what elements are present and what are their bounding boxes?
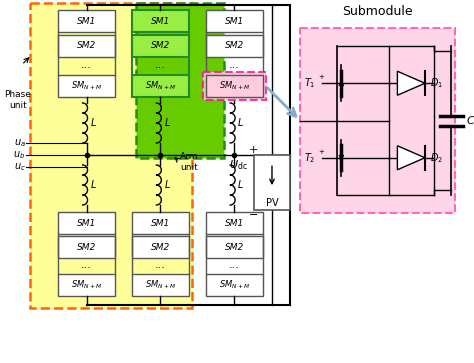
Text: SM2: SM2 (151, 41, 170, 50)
Bar (206, 212, 263, 234)
Text: SM1: SM1 (151, 16, 170, 25)
Text: SM1: SM1 (225, 219, 244, 228)
Text: $T_1$: $T_1$ (304, 76, 316, 90)
Text: SM$_{N+M}$: SM$_{N+M}$ (145, 80, 176, 92)
Text: ···: ··· (155, 263, 166, 273)
Text: SM1: SM1 (77, 16, 96, 25)
Text: −: − (249, 210, 258, 220)
Text: SM2: SM2 (225, 242, 244, 252)
Text: +: + (249, 145, 258, 155)
Bar (206, 236, 263, 258)
Text: SM$_{N+M}$: SM$_{N+M}$ (71, 80, 102, 92)
Text: SM$_{N+M}$: SM$_{N+M}$ (219, 80, 250, 92)
Bar (58, 212, 115, 234)
Bar (206, 75, 263, 97)
Text: L: L (238, 118, 244, 128)
Text: $u_a$: $u_a$ (14, 137, 26, 149)
Bar (132, 236, 189, 258)
Text: $U_{\rm dc}$: $U_{\rm dc}$ (229, 158, 248, 172)
Text: $u_c$: $u_c$ (14, 161, 26, 173)
Text: ···: ··· (228, 63, 239, 73)
Bar (202, 72, 265, 100)
Bar (58, 274, 115, 296)
Polygon shape (397, 146, 425, 170)
Text: +: + (319, 149, 325, 155)
Text: Submodule: Submodule (342, 5, 413, 18)
Bar (206, 274, 263, 296)
Text: ···: ··· (81, 263, 92, 273)
Text: Phase
unit: Phase unit (4, 90, 31, 110)
Bar (132, 75, 189, 97)
Bar (254, 155, 290, 210)
Text: ···: ··· (81, 63, 92, 73)
Text: ···: ··· (155, 63, 166, 73)
Text: Arm
unit: Arm unit (180, 152, 199, 172)
Text: SM2: SM2 (225, 41, 244, 50)
Text: ···: ··· (228, 263, 239, 273)
Bar (132, 274, 189, 296)
Bar (58, 10, 115, 32)
Bar (58, 35, 115, 57)
Text: $T_2$: $T_2$ (304, 151, 316, 165)
Text: C: C (466, 115, 474, 126)
Text: L: L (164, 180, 170, 190)
Text: L: L (164, 118, 170, 128)
Polygon shape (397, 71, 425, 95)
Text: L: L (238, 180, 244, 190)
Bar (58, 236, 115, 258)
Bar (206, 10, 263, 32)
Text: SM2: SM2 (77, 41, 96, 50)
Bar (132, 212, 189, 234)
Text: SM$_{N+M}$: SM$_{N+M}$ (219, 279, 250, 291)
Text: SM2: SM2 (77, 242, 96, 252)
Text: PV: PV (265, 199, 278, 208)
Bar (206, 75, 263, 97)
Bar (132, 10, 189, 32)
Bar (136, 3, 224, 158)
Text: +: + (319, 74, 325, 80)
Text: L: L (91, 118, 96, 128)
Text: SM1: SM1 (151, 219, 170, 228)
Text: $D_2$: $D_2$ (430, 151, 443, 165)
Text: SM$_{N+M}$: SM$_{N+M}$ (71, 279, 102, 291)
Text: $u_b$: $u_b$ (13, 149, 26, 161)
Text: SM2: SM2 (151, 242, 170, 252)
Bar (206, 35, 263, 57)
Text: SM1: SM1 (77, 219, 96, 228)
Bar (132, 35, 189, 57)
Text: SM$_{N+M}$: SM$_{N+M}$ (219, 80, 250, 92)
Text: SM$_{N+M}$: SM$_{N+M}$ (145, 279, 176, 291)
Bar (58, 75, 115, 97)
Text: L: L (91, 180, 96, 190)
Text: $D_1$: $D_1$ (430, 76, 443, 90)
Bar (300, 28, 456, 213)
Text: SM1: SM1 (225, 16, 244, 25)
Bar (29, 3, 192, 308)
